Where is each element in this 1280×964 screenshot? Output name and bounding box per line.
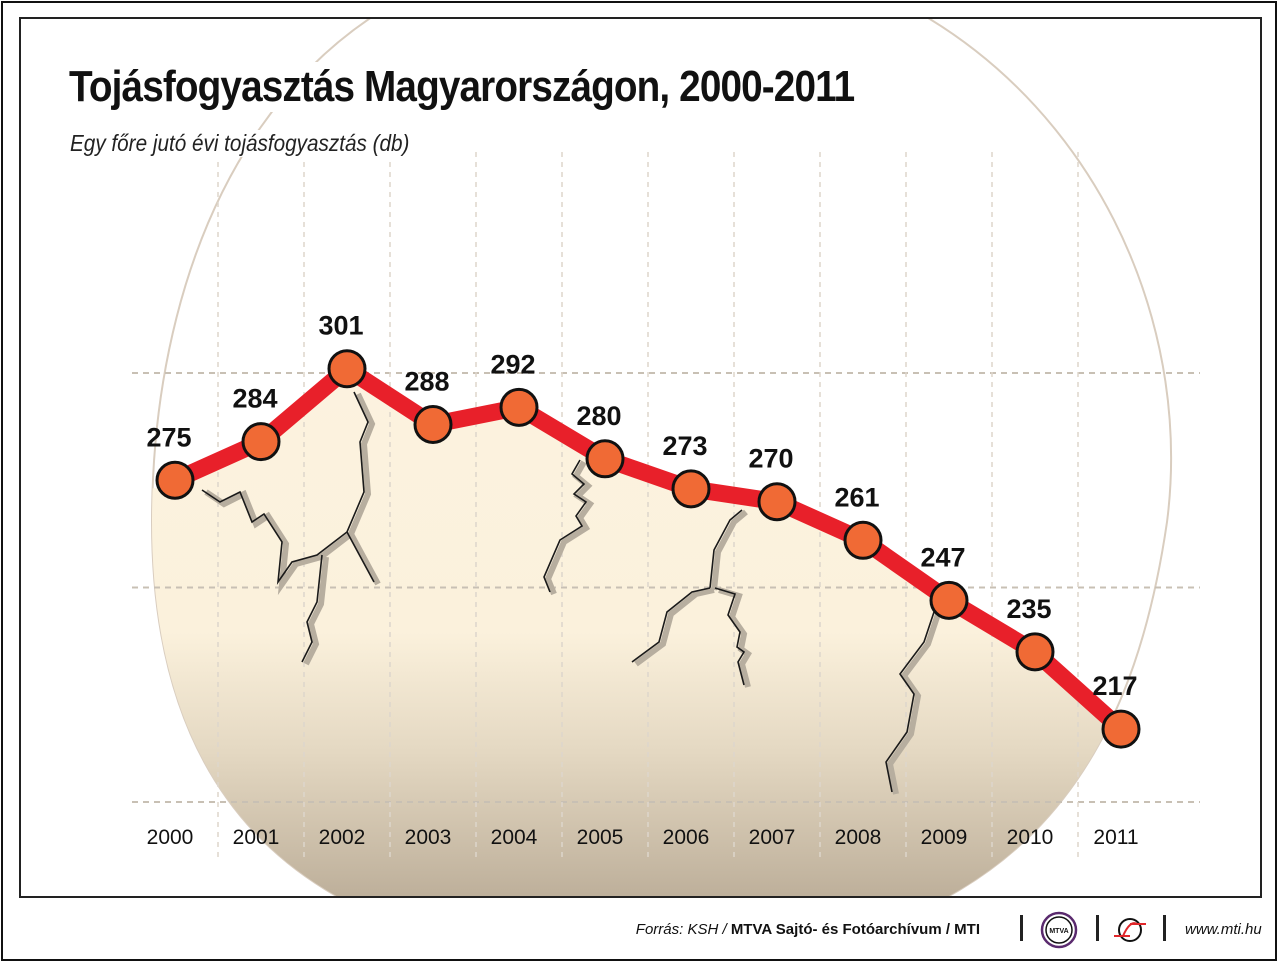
data-label-2000: 275 xyxy=(146,422,191,452)
source-prefix: Forrás: KSH / xyxy=(635,921,731,938)
x-tick-label-2010: 2010 xyxy=(1007,826,1054,849)
x-tick-label-2002: 2002 xyxy=(319,826,366,849)
data-point-2010 xyxy=(1015,632,1055,672)
data-label-2011: 217 xyxy=(1092,671,1137,701)
x-tick-label-2005: 2005 xyxy=(577,826,624,849)
crack-line xyxy=(346,531,375,583)
x-tick-label-2007: 2007 xyxy=(749,826,796,849)
source-credit: Forrás: KSH / MTVA Sajtó- és Fotóarchívu… xyxy=(636,921,980,938)
data-point-2007 xyxy=(757,482,797,522)
x-tick-label-2003: 2003 xyxy=(405,826,452,849)
data-label-2009: 247 xyxy=(920,542,965,572)
crack-shadow xyxy=(204,392,376,596)
data-label-2010: 235 xyxy=(1006,594,1051,624)
egg-outline xyxy=(150,19,1172,896)
chart-svg: 275 284 301 288 292 280 273 270 261 247 235 217 200… xyxy=(132,19,1200,896)
egg-cracks xyxy=(201,391,941,795)
separator xyxy=(1163,915,1166,941)
separator xyxy=(1020,915,1023,941)
x-tick-label-2011: 2011 xyxy=(1093,826,1138,849)
data-label-2001: 284 xyxy=(232,384,277,414)
x-tick-label-2009: 2009 xyxy=(921,826,968,849)
data-point-2008 xyxy=(843,520,883,560)
gridlines xyxy=(132,152,1200,862)
chart-panel: 275 284 301 288 292 280 273 270 261 247 235 217 200… xyxy=(19,17,1262,898)
separator xyxy=(1096,915,1099,941)
x-tick-label-2004: 2004 xyxy=(491,826,538,849)
crack-line xyxy=(885,611,935,793)
data-label-2006: 273 xyxy=(662,431,707,461)
crack-line xyxy=(201,391,369,585)
mtva-logo-icon: MTVA xyxy=(1040,911,1078,949)
x-axis-ticks: 2000 2001 2002 2003 2004 2005 2006 2007 2008 2009… xyxy=(147,826,1139,849)
data-label-2003: 288 xyxy=(404,366,449,396)
website-link[interactable]: www.mti.hu xyxy=(1185,921,1262,938)
crack-shadow xyxy=(718,587,752,688)
mtva-logo-text: MTVA xyxy=(1049,928,1068,935)
chart-title: Tojásfogyasztás Magyarországon, 2000-201… xyxy=(69,62,855,112)
x-tick-label-2001: 2001 xyxy=(233,826,280,849)
x-tick-label-2000: 2000 xyxy=(147,826,194,849)
mti-logo-icon xyxy=(1114,918,1146,942)
data-point-2002 xyxy=(327,349,367,389)
crack-line xyxy=(714,587,746,686)
crack-shadow xyxy=(886,613,941,795)
crack-line xyxy=(301,554,323,663)
data-point-2005 xyxy=(585,439,625,479)
crack-line xyxy=(631,587,711,663)
crack-line xyxy=(709,509,743,589)
data-markers xyxy=(155,349,1141,749)
x-tick-label-2008: 2008 xyxy=(835,826,882,849)
data-label-2004: 292 xyxy=(490,349,535,379)
data-point-2006 xyxy=(671,469,711,509)
crack-shadow xyxy=(348,532,381,586)
data-point-2009 xyxy=(929,580,969,620)
x-tick-label-2006: 2006 xyxy=(663,826,710,849)
data-point-2004 xyxy=(499,387,539,427)
crack-shadow xyxy=(634,587,715,667)
data-point-2011 xyxy=(1101,709,1141,749)
egg-outline-path xyxy=(150,19,1172,896)
crack-shadow xyxy=(303,556,329,666)
source-agency: MTVA Sajtó- és Fotóarchívum / MTI xyxy=(730,921,980,938)
chart-subtitle: Egy főre jutó évi tojásfogyasztás (db) xyxy=(70,130,414,157)
data-point-2003 xyxy=(413,404,453,444)
data-label-2005: 280 xyxy=(576,401,621,431)
data-point-2001 xyxy=(241,422,281,462)
data-label-2007: 270 xyxy=(748,444,793,474)
data-label-2002: 301 xyxy=(318,311,363,341)
crack-shadow xyxy=(544,460,595,596)
crack-shadow xyxy=(711,509,748,591)
data-point-2000 xyxy=(155,460,195,500)
crack-line xyxy=(543,459,588,593)
footer: Forrás: KSH / MTVA Sajtó- és Fotóarchívu… xyxy=(0,906,1262,952)
data-labels: 275 284 301 288 292 280 273 270 261 247 235 217 xyxy=(146,311,1137,701)
data-label-2008: 261 xyxy=(834,482,879,512)
